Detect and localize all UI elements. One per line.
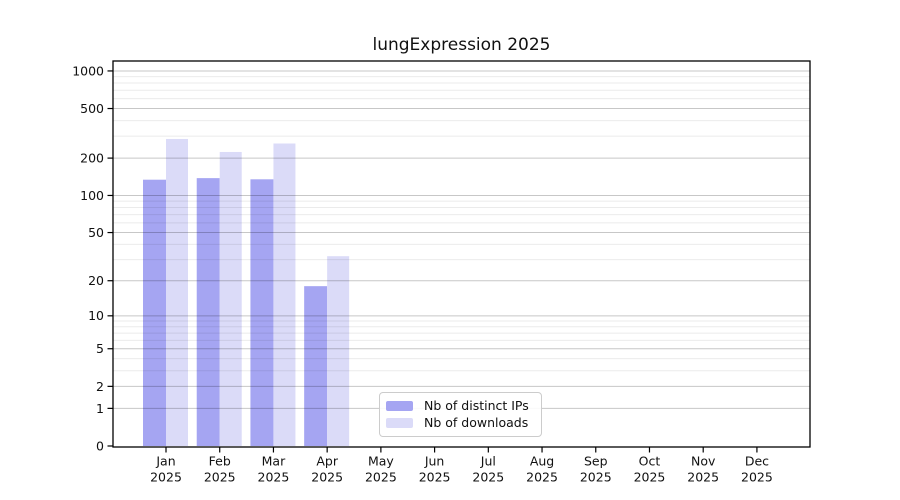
bar-distinct-ips-mar [250,179,274,447]
y-tick-label: 5 [96,341,104,356]
bar-distinct-ips-apr [304,286,328,446]
chart-title: lungExpression 2025 [372,35,551,55]
x-tick-label-year: 2025 [311,470,343,485]
x-tick-label-month: Aug [530,454,554,469]
x-tick-label-year: 2025 [634,470,666,485]
legend-item-downloads: Nb of downloads [386,415,535,430]
x-tick-label-month: Jan [155,454,175,469]
x-tick-label-year: 2025 [472,470,504,485]
x-tick-label-year: 2025 [204,470,236,485]
bar-distinct-ips-jan [143,179,166,446]
x-tick-label-month: Sep [584,454,608,469]
y-tick-label: 0 [96,438,104,453]
bar-downloads-feb [219,151,242,447]
legend-swatch-distinct-ips [386,400,413,411]
x-tick-label-year: 2025 [687,470,719,485]
x-tick-label-month: Nov [691,454,716,469]
x-tick-label-month: Jun [424,454,445,469]
x-tick-label-year: 2025 [580,470,612,485]
x-tick-label-year: 2025 [258,470,290,485]
x-tick-label-month: Jul [480,454,496,469]
legend-swatch-downloads [386,418,413,429]
y-tick-label: 500 [80,101,104,116]
x-tick-label-month: Dec [745,454,769,469]
x-tick-label-month: Oct [639,454,661,469]
legend-label-distinct-ips: Nb of distinct IPs [424,397,529,413]
y-tick-label: 10 [88,308,104,323]
bar-distinct-ips-feb [196,178,220,446]
bar-downloads-apr [327,256,350,446]
legend-label-downloads: Nb of downloads [424,415,529,430]
y-tick-label: 1 [96,401,104,416]
x-tick-label-year: 2025 [365,470,397,485]
y-tick-label: 200 [80,151,104,166]
x-tick-label-month: May [368,454,394,469]
plot-frame [112,60,811,448]
x-tick-label-month: Feb [209,454,231,469]
legend: Nb of distinct IPs Nb of downloads [379,392,542,437]
y-tick-label: 1000 [72,63,104,78]
y-tick-label: 50 [88,225,104,240]
x-tick-label-year: 2025 [741,470,773,485]
y-tick-label: 2 [96,379,104,394]
x-tick-label-year: 2025 [150,470,182,485]
x-tick-label-month: Mar [262,454,286,469]
y-tick-label: 100 [80,188,104,203]
x-tick-label-month: Apr [316,454,338,469]
x-tick-label-year: 2025 [526,470,558,485]
bar-downloads-mar [273,143,296,446]
y-tick-label: 20 [88,273,104,288]
bar-downloads-jan [166,138,188,447]
x-tick-label-year: 2025 [419,470,451,485]
legend-item-distinct-ips: Nb of distinct IPs [386,397,535,413]
